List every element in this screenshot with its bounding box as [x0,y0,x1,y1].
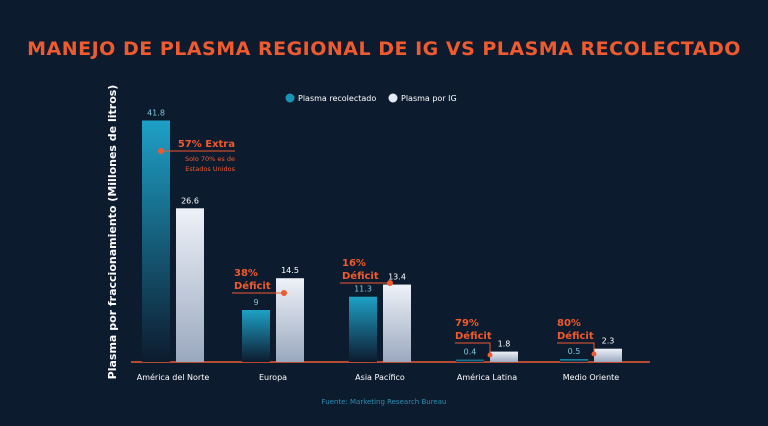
category-label: Medio Oriente [563,373,620,382]
category-label: Europa [259,373,287,382]
bar-collected [560,359,588,362]
bar-collected [456,359,484,362]
value-label-collected: 11.3 [354,285,372,294]
annotation-label: Déficit [234,280,271,292]
category-label: Asia Pacífico [355,373,405,382]
annotation-line [455,342,491,354]
value-label-collected: 9 [253,298,258,307]
bar-ig [276,278,304,362]
annotation-label: 57% Extra [178,139,235,150]
bar-collected [242,310,270,362]
bar-collected [142,120,170,362]
annotation-line [557,342,595,353]
annotation-label: Déficit [557,330,594,342]
category-label: América Latina [457,372,517,382]
bar-ig [383,284,411,362]
chart-title: MANEJO DE PLASMA REGIONAL DE IG VS PLASM… [27,38,741,60]
legend-collected-label: Plasma recolectado [298,94,376,103]
annotation-label: 38% [234,268,258,279]
annotation-label: 80% [557,318,581,329]
value-label-collected: 0.5 [568,347,581,356]
value-label-ig: 26.6 [181,196,199,205]
annotation-label: Déficit [455,330,492,342]
value-label-collected: 0.4 [464,348,477,357]
bar-collected [349,296,377,362]
legend-collected-marker [285,93,295,103]
annotation-dot [591,351,597,357]
source-note: Fuente: Marketing Research Bureau [321,398,447,406]
annotation-label: 16% [342,258,366,269]
annotation-dot [487,352,493,358]
value-label-ig: 13.4 [388,273,406,282]
bar-ig [176,208,204,362]
annotation-note: Estados Unidos [185,165,235,173]
value-label-ig: 1.8 [498,340,511,349]
value-label-collected: 41.8 [147,108,165,117]
annotation-dot [281,290,287,296]
annotation-label: Déficit [342,270,379,282]
value-label-ig: 14.5 [281,266,299,275]
annotation-dot [158,148,164,154]
annotation-dot [387,280,393,286]
annotation-label: 79% [455,318,479,329]
legend-ig-label: Plasma por IG [401,94,457,103]
annotation-note: Solo 70% es de [185,155,235,163]
bar-ig [490,351,518,362]
bar-ig [594,348,622,362]
legend-ig-marker [388,93,398,103]
value-label-ig: 2.3 [602,337,615,346]
category-label: América del Norte [137,372,210,382]
y-axis-label: Plasma por fraccionamiento (Millones de … [106,85,119,380]
